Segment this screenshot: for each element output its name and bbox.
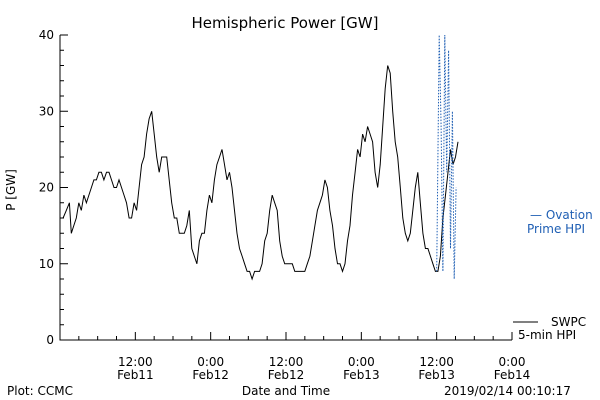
y-axis-ticks: 0 10 20 30 40 bbox=[39, 28, 68, 347]
series-ovation-line bbox=[436, 34, 457, 280]
x-tick-time-label: 0:00 bbox=[348, 355, 375, 369]
x-axis-ticks: 12:00Feb110:00Feb1212:00Feb120:00Feb1312… bbox=[59, 332, 531, 382]
legend-ovation-line1: — Ovation bbox=[530, 208, 593, 222]
legend-swpc-line2: 5-min HPI bbox=[518, 328, 576, 342]
y-tick-label: 0 bbox=[46, 333, 54, 347]
x-tick-date-label: Feb12 bbox=[268, 368, 305, 382]
y-tick-label: 30 bbox=[39, 104, 54, 118]
x-axis-label: Date and Time bbox=[242, 384, 330, 398]
x-tick-date-label: Feb14 bbox=[494, 368, 531, 382]
y-tick-label: 40 bbox=[39, 28, 54, 42]
chart-title: Hemispheric Power [GW] bbox=[192, 14, 379, 32]
legend-swpc-line1: SWPC bbox=[551, 315, 586, 329]
y-tick-label: 10 bbox=[39, 257, 54, 271]
series-swpc-line bbox=[62, 65, 459, 281]
x-tick-time-label: 12:00 bbox=[419, 355, 454, 369]
footer-credit: Plot: CCMC bbox=[7, 384, 73, 398]
chart-series bbox=[62, 34, 459, 281]
x-tick-date-label: Feb13 bbox=[343, 368, 380, 382]
x-tick-time-label: 0:00 bbox=[197, 355, 224, 369]
y-tick-label: 20 bbox=[39, 181, 54, 195]
x-tick-date-label: Feb11 bbox=[117, 368, 154, 382]
x-tick-date-label: Feb12 bbox=[192, 368, 229, 382]
x-tick-time-label: 0:00 bbox=[499, 355, 526, 369]
legend-ovation-line2: Prime HPI bbox=[527, 222, 585, 236]
x-tick-date-label: Feb13 bbox=[418, 368, 455, 382]
x-tick-time-label: 12:00 bbox=[269, 355, 304, 369]
footer-timestamp: 2019/02/14 00:10:17 bbox=[444, 384, 571, 398]
x-tick-time-label: 12:00 bbox=[118, 355, 153, 369]
y-axis-label: P [GW] bbox=[4, 169, 18, 211]
